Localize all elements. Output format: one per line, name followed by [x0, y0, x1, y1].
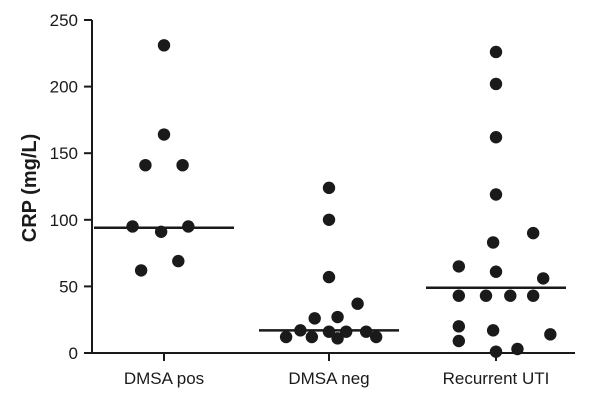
data-point — [182, 220, 195, 233]
data-point — [308, 312, 321, 325]
data-point — [369, 330, 383, 344]
y-tick-label: 150 — [50, 144, 78, 163]
data-point — [489, 345, 503, 358]
data-point — [154, 225, 168, 238]
data-point — [331, 332, 344, 345]
data-point — [489, 265, 503, 278]
data-point — [479, 289, 493, 302]
data-point — [452, 289, 466, 302]
y-tick-label: 200 — [50, 78, 78, 97]
x-tick-label: DMSA neg — [288, 369, 369, 388]
data-point — [359, 325, 373, 338]
data-point — [504, 289, 517, 302]
data-point — [489, 77, 503, 91]
x-tick-label: Recurrent UTI — [443, 369, 550, 388]
x-tick-label: DMSA pos — [124, 369, 204, 388]
data-points — [126, 39, 557, 358]
data-point — [134, 264, 148, 277]
data-point — [322, 325, 336, 338]
data-point — [526, 289, 540, 302]
data-point — [452, 260, 466, 273]
y-tick-label: 50 — [59, 277, 78, 296]
y-tick-label: 100 — [50, 211, 78, 230]
y-axis-label: CRP (mg/L) — [19, 134, 41, 243]
data-point — [322, 213, 336, 226]
data-point — [339, 325, 353, 338]
data-point — [511, 342, 524, 356]
data-point — [526, 226, 540, 240]
data-point — [294, 324, 307, 337]
x-axis: DMSA pos DMSA neg Recurrent UTI — [92, 352, 575, 388]
data-point — [126, 220, 139, 233]
data-point — [279, 330, 293, 344]
data-point — [176, 158, 189, 172]
data-point — [486, 236, 500, 249]
data-point — [157, 128, 171, 141]
data-point — [157, 39, 171, 52]
y-tick-label: 250 — [50, 11, 78, 30]
data-point — [331, 310, 344, 324]
data-point — [322, 181, 336, 195]
data-point — [536, 272, 550, 285]
data-point — [452, 334, 466, 348]
data-point — [489, 188, 503, 201]
data-point — [322, 270, 336, 284]
data-point — [486, 324, 500, 337]
data-point — [489, 45, 503, 59]
y-axis: 0 50 100 150 200 250 — [50, 11, 93, 363]
data-point — [305, 330, 319, 344]
data-point — [452, 320, 466, 333]
data-point — [139, 158, 152, 172]
data-point — [351, 297, 364, 310]
data-point — [172, 254, 185, 268]
data-point — [489, 131, 503, 144]
data-point — [544, 328, 557, 341]
y-tick-label: 0 — [69, 344, 78, 363]
